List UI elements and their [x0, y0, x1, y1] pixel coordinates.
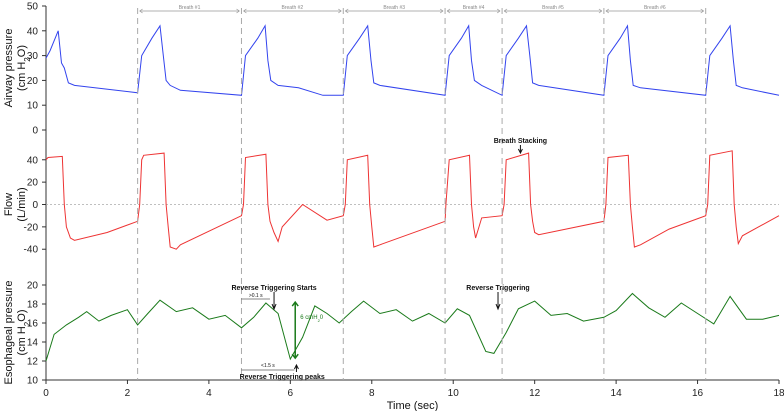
- airway-series-line: [45, 24, 780, 97]
- y-axis-unit: (L/min): [16, 187, 28, 221]
- y-tick-label: 18: [27, 300, 39, 311]
- x-axis-label: Time (sec): [387, 400, 439, 411]
- y-tick-label: 16: [27, 319, 39, 330]
- y-tick-label: 20: [27, 76, 39, 87]
- breath-span-arrow: [243, 8, 247, 14]
- y-tick-label: 14: [27, 338, 39, 349]
- breath-span-arrow: [700, 8, 704, 14]
- reverse-triggering-peaks-label: Reverse Triggering peaks: [240, 374, 325, 381]
- x-tick-label: 12: [529, 388, 541, 399]
- x-tick-label: 16: [692, 388, 704, 399]
- y-tick-label: -20: [24, 222, 39, 233]
- y-tick-label: 10: [27, 101, 39, 112]
- reverse-triggering-starts-arrow: [271, 292, 277, 311]
- x-tick-label: 6: [288, 388, 294, 399]
- y-tick-label: 40: [27, 155, 39, 166]
- y-axis-label-group: Airway pressure (cm H2O): [3, 29, 32, 108]
- delta-label: 6 cmH20: [300, 315, 324, 323]
- y-tick-label: 40: [27, 26, 39, 37]
- breath-stacking-label: Breath Stacking: [494, 138, 547, 145]
- breath-span-arrow: [139, 8, 143, 14]
- x-tick-label: 2: [125, 388, 131, 399]
- breath-span-arrow: [236, 8, 240, 14]
- delta-arrow-head-top: [291, 300, 299, 307]
- y-tick-label: 0: [32, 200, 38, 211]
- y-axis-label-group: Flow (L/min): [3, 187, 28, 221]
- x-tick-label: 14: [611, 388, 623, 399]
- breath-span-arrow: [439, 8, 444, 14]
- y-tick-label: 20: [27, 281, 39, 292]
- y-tick-label: -40: [24, 245, 39, 256]
- breath-span-arrow: [496, 8, 501, 14]
- breath-label: Breath #5: [542, 5, 564, 11]
- y-axis-unit: (cm H2O): [16, 45, 32, 91]
- reverse-triggering-label: Reverse Triggering: [466, 285, 529, 292]
- breath-label: Breath #2: [282, 5, 304, 11]
- breath-stacking-arrow: [517, 145, 523, 155]
- breath-span-arrow: [605, 8, 610, 14]
- y-tick-label: 50: [27, 2, 39, 13]
- breath-label: Breath #6: [644, 5, 666, 11]
- x-tick-label: 18: [773, 388, 784, 399]
- y-axis-label: Flow: [3, 193, 15, 216]
- delta-arrow-head-bottom: [291, 353, 299, 360]
- y-tick-label: 20: [27, 178, 39, 189]
- y-axis-unit: (cm H2O): [16, 309, 32, 355]
- y-axis-label: Esophageal pressure: [3, 281, 15, 385]
- breath-span-arrow: [598, 8, 603, 14]
- esophageal-series-line: [45, 292, 780, 362]
- y-tick-label: 10: [27, 376, 39, 387]
- delay-label: >0.1 s: [249, 293, 263, 299]
- x-tick-label: 0: [43, 388, 49, 399]
- breath-label: Breath #1: [179, 5, 201, 11]
- flow-series-line: [45, 150, 780, 250]
- breath-span-arrow: [503, 8, 508, 14]
- duration-label: <1.5 s: [261, 363, 275, 369]
- breath-span-arrow: [338, 8, 342, 14]
- breath-span-arrow: [446, 8, 451, 14]
- x-tick-label: 8: [369, 388, 375, 399]
- x-tick-label: 4: [206, 388, 212, 399]
- y-tick-label: 30: [27, 51, 39, 62]
- reverse-triggering-peaks-arrow: [293, 363, 299, 372]
- breath-label: Breath #3: [383, 5, 405, 11]
- y-axis-label: Airway pressure: [3, 29, 15, 108]
- breath-span-arrow: [345, 8, 349, 14]
- breath-label: Breath #4: [463, 5, 485, 11]
- y-tick-label: 12: [27, 357, 39, 368]
- y-axis-label-group: Esophageal pressure (cm H2O): [3, 281, 32, 385]
- x-tick-label: 10: [448, 388, 460, 399]
- y-tick-label: 0: [32, 126, 38, 137]
- reverse-triggering-arrow: [495, 292, 501, 311]
- reverse-triggering-starts-label: Reverse Triggering Starts: [231, 285, 316, 292]
